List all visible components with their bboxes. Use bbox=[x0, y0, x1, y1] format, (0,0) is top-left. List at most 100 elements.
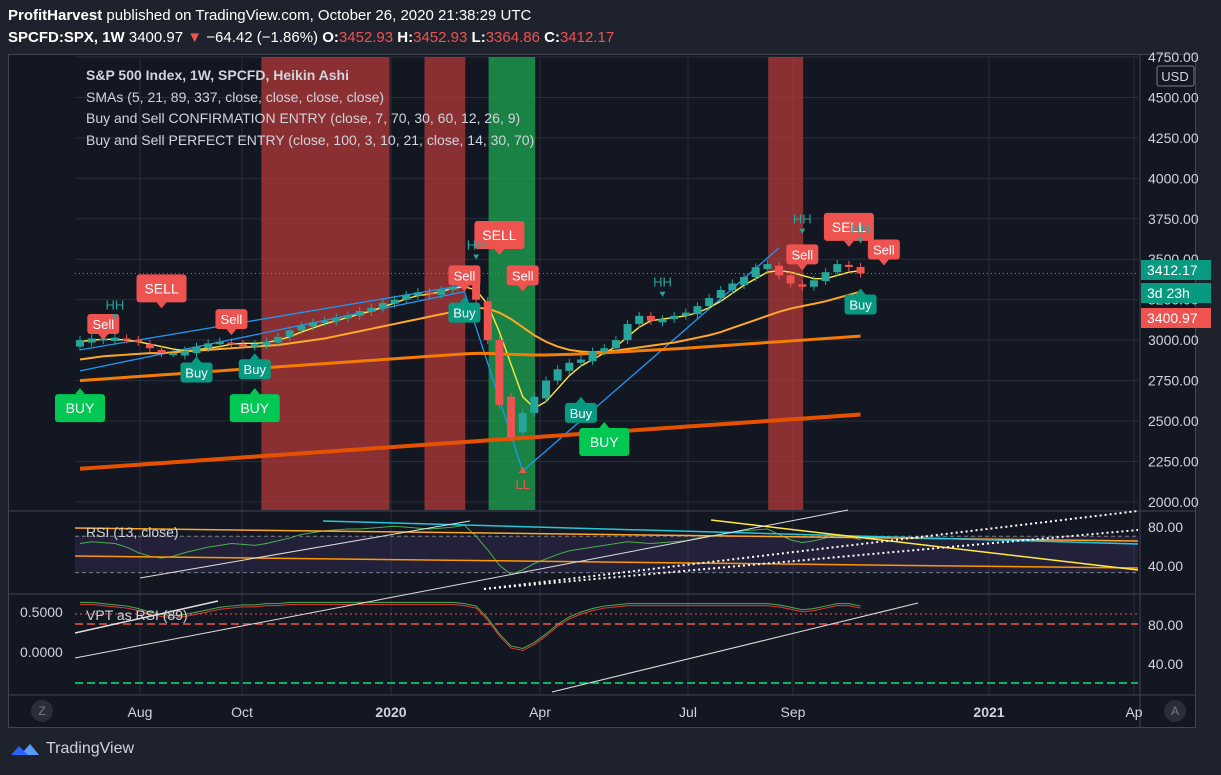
signal-box bbox=[215, 309, 248, 330]
candle bbox=[145, 344, 154, 349]
candle bbox=[670, 315, 679, 320]
candle bbox=[390, 299, 399, 304]
open-value: 3452.93 bbox=[338, 29, 394, 46]
close-price-tag bbox=[1141, 260, 1211, 280]
signal-arrow bbox=[191, 356, 202, 363]
sell-signal: Sell bbox=[448, 265, 481, 292]
candle bbox=[425, 292, 434, 295]
buy-signal: Buy bbox=[448, 296, 481, 323]
signal-arrow bbox=[249, 353, 260, 360]
candle bbox=[76, 340, 84, 347]
candle bbox=[169, 353, 178, 356]
candle bbox=[856, 266, 865, 274]
footer: TradingView bbox=[10, 740, 134, 758]
signal-arrow bbox=[249, 388, 260, 395]
candle bbox=[588, 351, 597, 362]
sell-signal: Sell bbox=[87, 313, 120, 340]
candle bbox=[809, 280, 818, 287]
candle bbox=[204, 343, 213, 349]
candle bbox=[483, 301, 492, 341]
zoom-button[interactable]: Z bbox=[31, 700, 53, 722]
swing-arrow bbox=[473, 254, 480, 260]
signal-arrow bbox=[855, 288, 866, 295]
swing-label: HH bbox=[467, 238, 486, 253]
vpt-trendline bbox=[74, 509, 849, 659]
vpt-left-tick: 0.0000 bbox=[20, 644, 63, 660]
publisher-name: ProfitHarvest bbox=[8, 7, 103, 24]
candle bbox=[262, 341, 271, 345]
swing-label: HH bbox=[106, 297, 125, 312]
signal-arrow bbox=[226, 329, 237, 336]
candle bbox=[798, 284, 807, 287]
price-tick: 4500.00 bbox=[1148, 89, 1199, 105]
signal-arrow bbox=[843, 240, 854, 247]
signal-arrow bbox=[459, 296, 470, 303]
legend-sma: SMAs (5, 21, 89, 337, close, close, clos… bbox=[86, 89, 385, 105]
vpt-signal-line bbox=[80, 603, 861, 652]
sell-signal: SELL bbox=[136, 274, 187, 309]
sell-signal: SELL bbox=[823, 212, 874, 247]
candle bbox=[763, 264, 772, 269]
candle bbox=[623, 323, 632, 341]
signal-label: SELL bbox=[144, 280, 178, 296]
auto-scale-button[interactable]: A bbox=[1164, 700, 1186, 722]
buy-signal: Buy bbox=[844, 288, 877, 315]
chart-frame[interactable] bbox=[8, 54, 1196, 728]
signal-box bbox=[136, 274, 187, 303]
legend-confirmation: Buy and Sell CONFIRMATION ENTRY (close, … bbox=[86, 110, 521, 126]
signal-label: Buy bbox=[453, 306, 476, 321]
signal-label: BUY bbox=[590, 434, 619, 450]
rsi-band bbox=[75, 536, 1138, 573]
candle bbox=[565, 362, 574, 371]
time-tick: 2020 bbox=[375, 704, 406, 720]
candle bbox=[367, 307, 376, 312]
candle bbox=[542, 380, 550, 399]
swing-label: HH bbox=[653, 275, 672, 290]
vpt-trendline bbox=[551, 602, 919, 693]
candle bbox=[751, 267, 760, 278]
sell-signal: Sell bbox=[506, 265, 539, 292]
open-label: O: bbox=[322, 29, 339, 46]
sell-zone bbox=[768, 57, 804, 510]
candle bbox=[437, 289, 446, 295]
sell-signal: Sell bbox=[215, 309, 248, 336]
signal-box bbox=[844, 294, 877, 315]
candle bbox=[576, 359, 585, 363]
signal-arrow bbox=[797, 264, 808, 271]
signal-arrow bbox=[494, 248, 505, 255]
swing-arrow bbox=[518, 466, 527, 473]
swing-label: HH bbox=[793, 212, 812, 227]
vpt-label: VPT as RSI (89) bbox=[86, 607, 188, 623]
signal-label: BUY bbox=[240, 400, 269, 416]
signal-box bbox=[448, 302, 481, 323]
close-price-tag-text: 3412.17 bbox=[1147, 262, 1198, 278]
buy-signal: BUY bbox=[55, 388, 105, 423]
candle bbox=[681, 312, 690, 316]
swing-label: LL bbox=[515, 477, 529, 492]
candle bbox=[227, 342, 236, 345]
close-label: C: bbox=[544, 29, 560, 46]
currency-label: USD bbox=[1161, 69, 1188, 84]
signal-label: SELL bbox=[832, 219, 866, 235]
candle bbox=[122, 338, 131, 341]
buy-signal: Buy bbox=[238, 353, 271, 380]
price-tick: 3000.00 bbox=[1148, 332, 1199, 348]
close-value: 3412.17 bbox=[559, 29, 615, 46]
signal-box bbox=[564, 402, 597, 423]
signal-box bbox=[867, 239, 900, 260]
swing-arrow bbox=[799, 228, 806, 234]
signal-box bbox=[448, 265, 481, 286]
signal-arrow bbox=[575, 396, 586, 403]
sell-signal: Sell bbox=[867, 239, 900, 266]
candle bbox=[134, 340, 143, 343]
rsi-tick: 40.00 bbox=[1148, 558, 1183, 574]
signal-box bbox=[180, 362, 213, 383]
candle bbox=[833, 264, 842, 273]
candle bbox=[472, 281, 481, 300]
price-tick: 3750.00 bbox=[1148, 211, 1199, 227]
swing-arrow bbox=[659, 291, 666, 297]
candle bbox=[495, 340, 504, 405]
candle bbox=[309, 322, 317, 327]
sma-line bbox=[79, 412, 861, 471]
